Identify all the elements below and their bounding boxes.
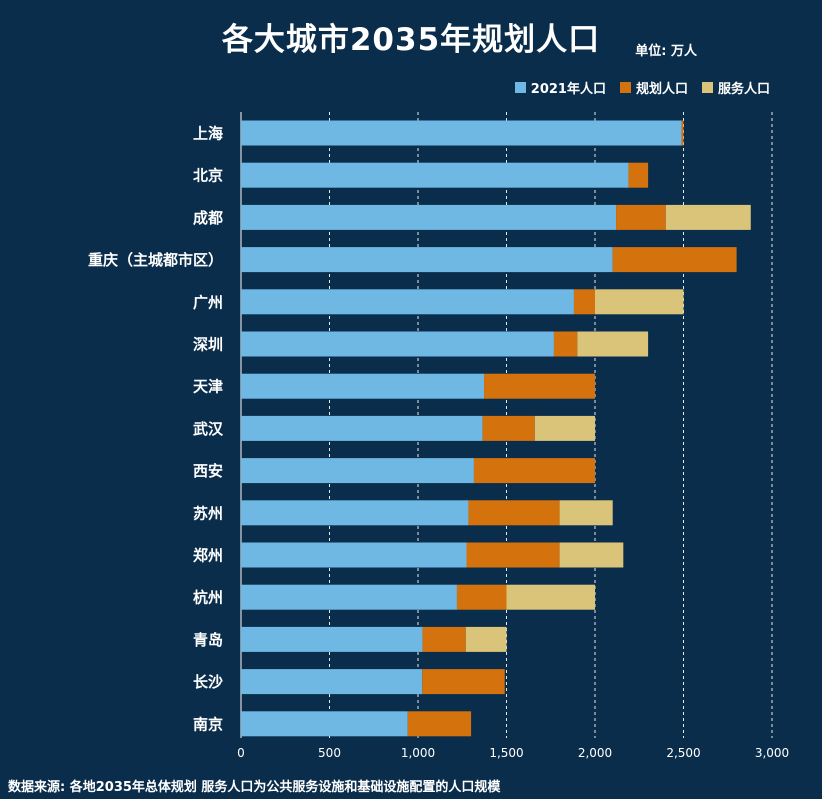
category-label-13: 长沙	[193, 673, 223, 691]
x-tick-label-0: 0	[237, 746, 245, 760]
bar-2-0	[681, 120, 684, 146]
category-label-12: 青岛	[193, 631, 223, 649]
category-label-14: 南京	[193, 715, 223, 733]
bar-1-2	[241, 204, 617, 230]
bar-1-9	[241, 500, 469, 526]
bar-2-8	[473, 458, 595, 484]
bar-2-14	[407, 711, 472, 737]
bar-2-2	[616, 204, 666, 230]
bar-1-3	[241, 247, 613, 273]
legend-item-2021: 2021年人口	[514, 78, 606, 97]
legend-swatch-planned	[619, 82, 631, 93]
bar-3-4	[595, 289, 684, 315]
bar-2-7	[482, 415, 535, 441]
unit-label: 单位: 万人	[635, 44, 697, 59]
x-tick-label-3000: 3,000	[755, 746, 789, 760]
bar-2-12	[422, 626, 466, 652]
category-label-4: 广州	[193, 293, 223, 311]
bar-1-0	[241, 120, 682, 146]
legend: 2021年人口 规划人口 服务人口	[514, 78, 770, 97]
source-note: 数据来源: 各地2035年总体规划 服务人口为公共服务设施和基础设施配置的人口规…	[8, 780, 501, 795]
category-label-3: 重庆（主城都市区）	[88, 251, 223, 269]
legend-swatch-service	[701, 82, 713, 93]
category-label-7: 武汉	[193, 420, 224, 438]
bar-1-14	[241, 711, 408, 737]
bar-2-6	[484, 373, 595, 399]
bar-1-1	[241, 162, 629, 188]
bar-1-6	[241, 373, 485, 399]
bar-3-9	[559, 500, 613, 526]
bar-3-11	[506, 584, 595, 610]
category-label-1: 北京	[193, 167, 223, 185]
category-label-11: 杭州	[193, 589, 223, 607]
bar-1-7	[241, 415, 483, 441]
legend-label-planned: 规划人口	[635, 82, 688, 97]
bar-1-4	[241, 289, 574, 315]
chart-title: 各大城市2035年规划人口	[221, 22, 601, 58]
category-label-6: 天津	[193, 378, 223, 396]
bar-2-10	[466, 542, 560, 568]
category-label-8: 西安	[193, 462, 223, 480]
bar-3-7	[534, 415, 595, 441]
legend-label-2021: 2021年人口	[530, 82, 606, 97]
bar-2-4	[573, 289, 595, 315]
category-label-9: 苏州	[193, 504, 223, 522]
bar-2-5	[553, 331, 578, 357]
bar-1-5	[241, 331, 554, 357]
bar-1-13	[241, 669, 423, 695]
category-label-5: 深圳	[193, 336, 223, 354]
x-tick-label-2500: 2,500	[666, 746, 700, 760]
x-tick-label-500: 500	[318, 746, 341, 760]
x-tick-label-2000: 2,000	[578, 746, 612, 760]
x-tick-label-1500: 1,500	[489, 746, 523, 760]
category-label-0: 上海	[193, 125, 223, 143]
bar-3-12	[465, 626, 507, 652]
x-tick-label-1000: 1,000	[401, 746, 435, 760]
bar-1-11	[241, 584, 457, 610]
bar-1-10	[241, 542, 467, 568]
bar-1-12	[241, 626, 423, 652]
category-label-2: 成都	[193, 209, 223, 227]
legend-swatch-2021	[514, 82, 526, 93]
bar-3-5	[577, 331, 649, 357]
legend-item-service: 服务人口	[701, 78, 770, 97]
bar-3-10	[559, 542, 624, 568]
bar-2-9	[468, 500, 560, 526]
bar-2-1	[628, 162, 649, 188]
bar-2-13	[422, 669, 505, 695]
legend-label-service: 服务人口	[717, 82, 770, 97]
bar-2-11	[456, 584, 507, 610]
legend-item-planned: 规划人口	[619, 78, 688, 97]
bar-3-2	[665, 204, 751, 230]
bar-2-3	[612, 247, 737, 273]
bar-1-8	[241, 458, 474, 484]
category-label-10: 郑州	[193, 547, 223, 565]
